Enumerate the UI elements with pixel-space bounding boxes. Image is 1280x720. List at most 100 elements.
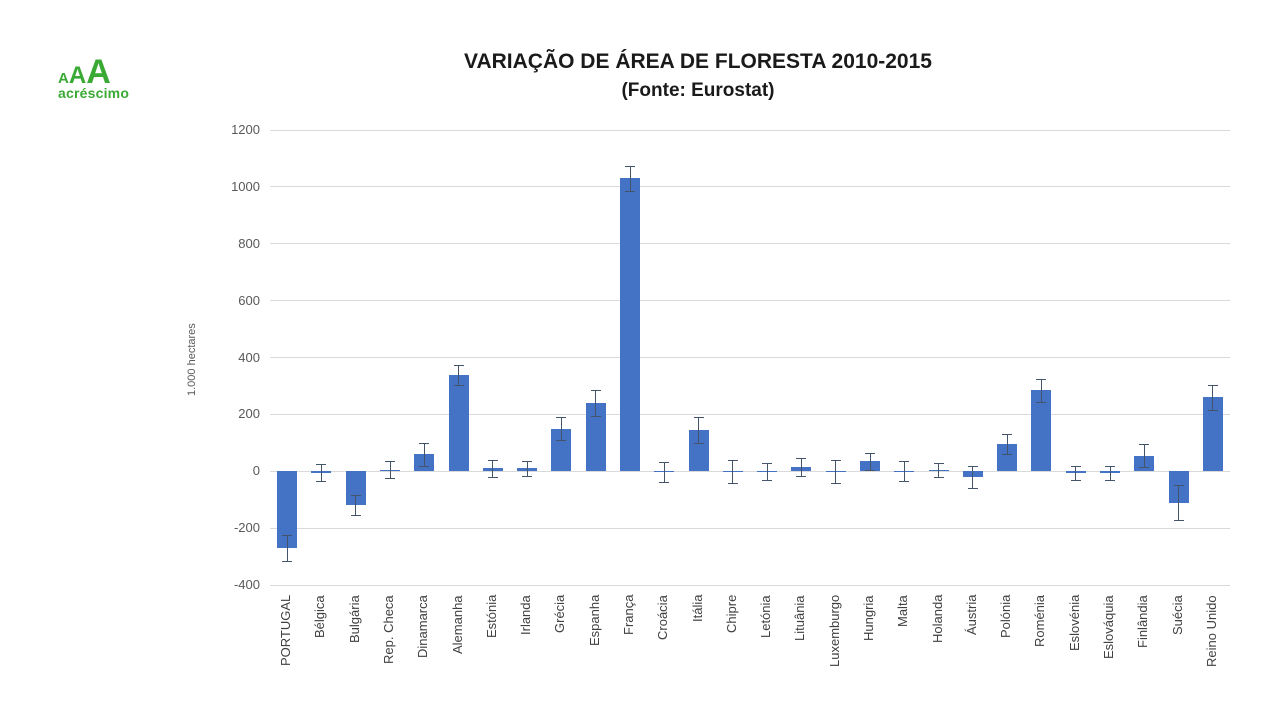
bar-Polónia — [997, 444, 1018, 472]
error-bar-cap — [556, 417, 567, 419]
error-bar-cap — [282, 535, 293, 537]
error-bar-cap — [865, 469, 875, 471]
error-bar — [595, 390, 597, 416]
error-bar — [526, 461, 528, 476]
error-bar-cap — [487, 476, 498, 478]
x-tick-label: Reino Unido — [1203, 595, 1219, 667]
error-bar-cap — [762, 462, 773, 464]
logo-letter-mid: A — [68, 62, 87, 89]
bar-Itália — [688, 430, 709, 472]
error-bar-cap — [1036, 378, 1047, 380]
x-tick-label: Hungria — [861, 595, 876, 641]
x-tick-label: Irlanda — [518, 595, 534, 635]
gridline — [270, 129, 1230, 131]
error-bar — [355, 495, 357, 516]
bar-Reino Unido — [1202, 397, 1223, 472]
error-bar-cap — [1002, 454, 1013, 456]
error-bar — [732, 459, 734, 483]
acrescimo-logo: AAA acréscimo — [58, 55, 178, 101]
error-bar — [1075, 465, 1077, 480]
error-bar-cap — [1207, 410, 1218, 412]
error-bar-cap — [967, 465, 978, 467]
gridline — [270, 243, 1230, 245]
error-bar — [629, 165, 631, 192]
error-bar-cap — [659, 462, 670, 464]
error-bar-cap — [899, 481, 910, 483]
x-tick-label: Eslováquia — [1101, 595, 1116, 659]
logo-letter-small: A — [58, 70, 69, 87]
error-bar — [1040, 378, 1042, 402]
error-bar-cap — [727, 482, 738, 484]
chart-title: VARIAÇÃO DE ÁREA DE FLORESTA 2010-2015 — [464, 50, 932, 73]
x-tick-label: Polónia — [998, 595, 1014, 639]
x-tick-label: Suécia — [1169, 595, 1185, 635]
error-bar-cap — [385, 478, 395, 480]
error-bar-cap — [453, 364, 464, 366]
error-bar-cap — [830, 482, 841, 484]
error-bar-cap — [1070, 479, 1081, 481]
error-bar-cap — [796, 475, 807, 477]
x-tick-label: Alemanha — [449, 595, 465, 654]
bar-Alemanha — [448, 374, 469, 472]
error-bar-cap — [350, 495, 361, 497]
gridline — [270, 186, 1230, 188]
y-tick-label: 1200 — [231, 122, 260, 137]
x-tick-label: Grécia — [552, 595, 568, 634]
gridline — [270, 584, 1230, 586]
error-bar — [320, 464, 322, 482]
x-tick-label: Dinamarca — [415, 595, 431, 658]
bar-França — [620, 178, 640, 472]
error-bar-cap — [419, 465, 430, 467]
y-tick-label: 1000 — [231, 178, 260, 194]
error-bar-cap — [1139, 466, 1150, 468]
x-tick-label: Rep. Checa — [381, 595, 396, 664]
y-tick-label: -400 — [233, 577, 260, 592]
error-bar — [560, 417, 562, 440]
error-bar — [800, 458, 802, 476]
error-bar-cap — [693, 417, 704, 419]
x-tick-label: Chipre — [723, 595, 739, 634]
x-tick-label: PORTUGAL — [278, 595, 294, 667]
error-bar — [492, 459, 494, 477]
y-tick-label: 400 — [238, 349, 260, 365]
error-bar-cap — [625, 165, 635, 167]
logo-letter-large: A — [86, 53, 111, 91]
error-bar-cap — [727, 459, 738, 461]
x-tick-label: Áustria — [963, 595, 979, 636]
y-tick-label: 200 — [238, 406, 260, 422]
error-bar-cap — [385, 461, 395, 463]
logo-subtext: acréscimo — [58, 85, 130, 101]
y-tick-label: 600 — [238, 292, 260, 308]
error-bar-cap — [899, 461, 910, 463]
error-bar-cap — [1173, 519, 1184, 521]
error-bar-cap — [1070, 465, 1081, 467]
error-bar — [458, 364, 460, 385]
error-bar — [903, 461, 905, 482]
x-tick-label: Bélgica — [312, 595, 328, 638]
error-bar-cap — [316, 481, 327, 483]
error-bar-cap — [1002, 434, 1013, 436]
error-bar-cap — [933, 476, 944, 478]
x-tick-label: Luxemburgo — [826, 595, 842, 668]
error-bar-cap — [1173, 485, 1184, 487]
error-bar-cap — [316, 464, 327, 466]
x-tick-label: Eslovénia — [1066, 595, 1082, 652]
error-bar — [389, 461, 391, 479]
x-tick-label: Bulgária — [346, 595, 362, 643]
gridline — [270, 413, 1230, 415]
bar-Bulgária — [345, 471, 366, 506]
bar-Grécia — [551, 428, 572, 472]
error-bar-cap — [762, 479, 773, 481]
gridline — [270, 300, 1230, 302]
x-tick-label: Letónia — [758, 595, 774, 638]
error-bar — [1143, 444, 1145, 467]
error-bar-cap — [693, 442, 704, 444]
logo-letters-icon: AAA — [58, 55, 178, 89]
chart-subtitle: (Fonte: Eurostat) — [621, 80, 775, 101]
error-bar-cap — [487, 459, 498, 461]
error-bar — [972, 465, 974, 489]
y-tick-label: 0 — [252, 463, 260, 479]
error-bar — [938, 462, 940, 477]
error-bar — [663, 462, 665, 483]
